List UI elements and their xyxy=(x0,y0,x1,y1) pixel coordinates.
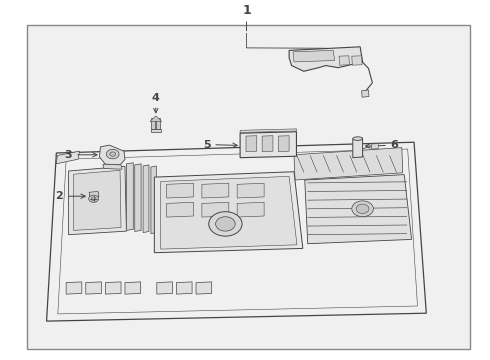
Polygon shape xyxy=(371,144,378,149)
Polygon shape xyxy=(69,166,126,235)
Polygon shape xyxy=(294,148,403,180)
Circle shape xyxy=(209,212,242,236)
Polygon shape xyxy=(143,165,149,233)
Polygon shape xyxy=(157,282,172,294)
Circle shape xyxy=(89,195,98,202)
Polygon shape xyxy=(237,183,264,198)
Polygon shape xyxy=(86,282,101,294)
Polygon shape xyxy=(293,50,335,62)
Polygon shape xyxy=(246,136,257,152)
Text: 4: 4 xyxy=(152,93,160,103)
Polygon shape xyxy=(167,202,194,217)
Polygon shape xyxy=(161,176,297,249)
Polygon shape xyxy=(305,175,412,244)
Polygon shape xyxy=(167,183,194,198)
Polygon shape xyxy=(262,136,273,152)
Text: 3: 3 xyxy=(64,150,72,160)
Polygon shape xyxy=(56,151,79,164)
Text: 6: 6 xyxy=(391,140,398,150)
Circle shape xyxy=(216,217,235,231)
Polygon shape xyxy=(176,282,192,294)
Circle shape xyxy=(356,204,369,213)
Polygon shape xyxy=(135,164,141,231)
Polygon shape xyxy=(105,282,121,294)
Polygon shape xyxy=(196,282,212,294)
Polygon shape xyxy=(289,47,363,71)
Circle shape xyxy=(106,149,119,159)
Polygon shape xyxy=(202,183,229,198)
Ellipse shape xyxy=(353,137,363,140)
Polygon shape xyxy=(240,129,296,132)
Text: 5: 5 xyxy=(203,140,211,150)
Polygon shape xyxy=(352,56,362,65)
Polygon shape xyxy=(151,118,155,129)
Text: 1: 1 xyxy=(242,4,251,17)
Polygon shape xyxy=(74,170,121,230)
Polygon shape xyxy=(362,90,369,97)
Polygon shape xyxy=(99,145,125,165)
Polygon shape xyxy=(353,138,363,158)
Polygon shape xyxy=(156,118,160,129)
Circle shape xyxy=(352,201,373,217)
Polygon shape xyxy=(103,164,122,169)
Polygon shape xyxy=(125,282,141,294)
Polygon shape xyxy=(89,192,99,198)
Polygon shape xyxy=(151,129,161,132)
Circle shape xyxy=(91,197,96,201)
Polygon shape xyxy=(151,166,156,234)
Polygon shape xyxy=(202,202,229,217)
Circle shape xyxy=(110,152,116,156)
Polygon shape xyxy=(278,136,289,152)
Polygon shape xyxy=(339,56,349,65)
Polygon shape xyxy=(240,132,296,158)
Polygon shape xyxy=(237,202,264,217)
Text: 2: 2 xyxy=(55,191,63,201)
Polygon shape xyxy=(154,172,303,253)
Polygon shape xyxy=(66,282,82,294)
Polygon shape xyxy=(150,116,162,121)
Polygon shape xyxy=(47,142,426,321)
Polygon shape xyxy=(126,163,133,230)
